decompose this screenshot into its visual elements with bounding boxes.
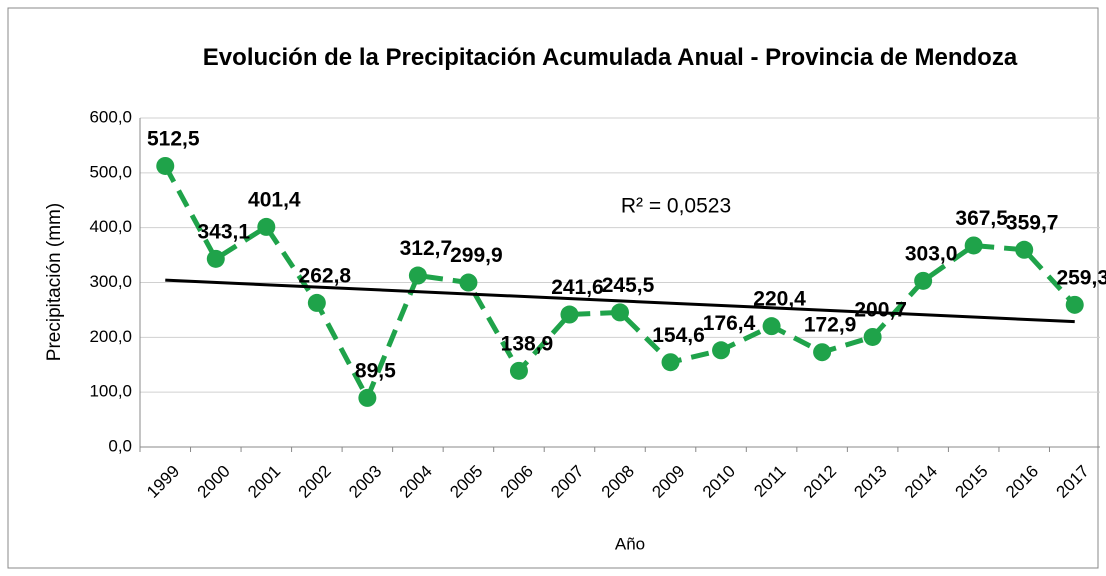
data-point xyxy=(408,266,427,285)
data-label: 220,4 xyxy=(753,288,806,311)
data-label: 343,1 xyxy=(198,220,251,243)
data-label: 241,6 xyxy=(551,276,604,299)
data-point xyxy=(358,388,377,407)
data-label: 512,5 xyxy=(147,128,200,151)
data-label: 303,0 xyxy=(905,242,958,265)
data-label: 176,4 xyxy=(703,312,756,335)
y-tick-label: 200,0 xyxy=(89,327,132,346)
data-label: 359,7 xyxy=(1006,211,1059,234)
data-point xyxy=(1015,240,1034,259)
data-point xyxy=(1065,295,1084,314)
data-label: 312,7 xyxy=(400,237,453,260)
data-label: 89,5 xyxy=(355,359,396,382)
data-point xyxy=(712,341,731,360)
data-label: 172,9 xyxy=(804,314,857,337)
data-label: 262,8 xyxy=(299,264,352,287)
y-tick-label: 500,0 xyxy=(89,162,132,181)
data-point xyxy=(509,361,528,380)
data-point xyxy=(611,303,629,322)
data-point xyxy=(257,217,276,236)
data-label: 299,9 xyxy=(450,244,503,267)
y-tick-label: 400,0 xyxy=(89,217,132,236)
data-point xyxy=(863,327,882,346)
data-label: 245,5 xyxy=(602,274,655,297)
x-axis-title: Año xyxy=(615,534,645,553)
chart-title: Evolución de la Precipitación Acumulada … xyxy=(202,44,1018,71)
annotation: R² = 0,0523 xyxy=(621,195,731,218)
data-label: 154,6 xyxy=(652,324,705,347)
data-point xyxy=(914,271,933,290)
y-tick-label: 0,0 xyxy=(108,436,132,455)
y-tick-label: 600,0 xyxy=(89,107,132,126)
data-label: 200,7 xyxy=(854,298,907,321)
y-axis-title: Precipitación (mm) xyxy=(44,203,65,361)
data-point xyxy=(206,249,225,268)
data-point xyxy=(661,353,680,372)
y-tick-label: 100,0 xyxy=(89,382,132,401)
data-point xyxy=(459,273,478,292)
data-label: 367,5 xyxy=(955,207,1008,230)
data-point xyxy=(560,305,579,324)
data-label: 138,9 xyxy=(501,332,554,355)
data-point xyxy=(813,343,832,362)
data-point xyxy=(156,156,175,175)
data-point xyxy=(762,317,781,336)
data-point xyxy=(307,293,326,312)
y-tick-label: 300,0 xyxy=(89,272,132,291)
data-label: 259,3 xyxy=(1056,266,1106,289)
data-label: 401,4 xyxy=(248,188,301,211)
data-point xyxy=(964,236,983,255)
trendline xyxy=(165,278,1075,324)
